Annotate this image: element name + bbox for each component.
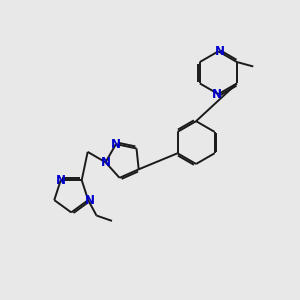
Text: N: N [212, 88, 222, 100]
Text: N: N [111, 138, 121, 151]
Text: N: N [100, 156, 110, 169]
Text: N: N [56, 174, 66, 187]
Text: N: N [215, 45, 225, 58]
Text: N: N [85, 194, 95, 207]
